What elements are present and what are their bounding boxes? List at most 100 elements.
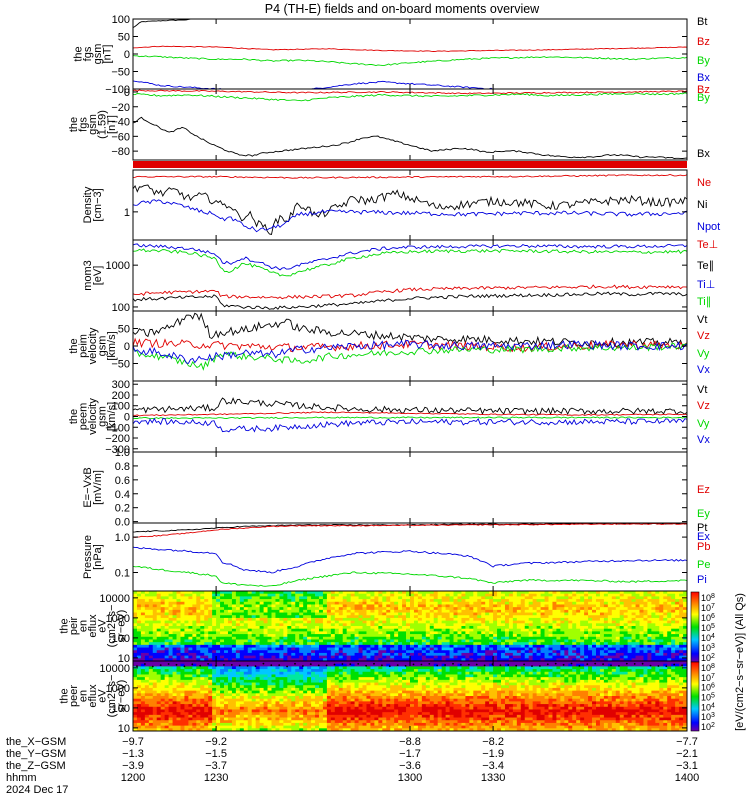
heat-cell [243, 706, 249, 710]
heat-cell [603, 636, 609, 640]
heat-cell [441, 650, 447, 654]
heat-cell [192, 674, 197, 678]
heat-cell [350, 623, 355, 627]
heat-cell [350, 591, 355, 595]
heat-cell [548, 615, 553, 619]
legend-Npot: Npot [697, 221, 720, 233]
heat-cell [192, 620, 197, 624]
series-line-Ti∥ [133, 248, 687, 277]
heat-cell [560, 609, 565, 613]
heat-cell [279, 661, 284, 665]
heat-cell [465, 591, 470, 595]
heat-cell [588, 607, 593, 611]
heat-cell [512, 639, 518, 643]
heat-cell [402, 647, 407, 651]
heat-cell [342, 604, 348, 608]
heat-cell [243, 599, 249, 603]
heat-cell [271, 647, 276, 651]
heat-cell [136, 626, 142, 630]
heat-cell [584, 642, 589, 646]
heat-cell [453, 658, 458, 662]
heat-cell [267, 685, 272, 689]
heat-cell [445, 601, 450, 605]
y-axis-label-line: fgs [82, 46, 94, 61]
heat-cell [647, 655, 652, 659]
heat-cell [299, 636, 304, 640]
heat-cell [457, 636, 462, 640]
heat-cell [267, 617, 272, 622]
heat-cell [584, 607, 589, 611]
heat-cell [295, 642, 300, 646]
heat-cell [192, 701, 197, 705]
heat-cell [318, 609, 324, 613]
heat-cell [279, 709, 284, 713]
heat-cell [619, 626, 625, 630]
heat-cell [303, 636, 308, 640]
heat-cell [152, 634, 158, 638]
heat-cell [580, 628, 585, 632]
heat-cell [504, 601, 510, 605]
heat-cell [477, 658, 482, 662]
heat-cell [425, 596, 431, 600]
heat-cell [560, 626, 565, 630]
heat-cell [208, 636, 213, 640]
heat-cell [160, 601, 166, 605]
heat-cell [152, 685, 158, 689]
heat-cell [651, 655, 656, 659]
heat-cell [172, 607, 177, 611]
heat-cell [192, 661, 197, 665]
heat-cell [326, 615, 332, 619]
heat-cell [504, 655, 510, 659]
heat-cell [619, 634, 625, 638]
heat-cell [231, 634, 237, 638]
heat-cell [631, 636, 636, 640]
heat-cell [204, 690, 209, 694]
heat-cell [402, 642, 407, 646]
heat-cell [659, 626, 664, 630]
heat-cell [235, 663, 241, 667]
heat-cell [176, 685, 181, 689]
heat-cell [208, 655, 213, 659]
heat-cell [516, 617, 522, 622]
heat-cell [271, 669, 276, 673]
heat-cell [334, 642, 340, 646]
heat-cell [663, 650, 668, 654]
heat-cell [560, 601, 565, 605]
heat-cell [607, 642, 613, 646]
heat-cell [136, 714, 142, 718]
heat-cell [449, 593, 454, 597]
heat-cell [326, 596, 332, 600]
heat-cell [160, 698, 166, 702]
heat-cell [251, 644, 257, 648]
heat-cell [457, 634, 462, 638]
heat-cell [251, 706, 257, 710]
heat-cell [540, 591, 545, 595]
heat-cell [148, 658, 154, 662]
heat-cell [140, 704, 146, 708]
heat-cell [231, 720, 237, 724]
heat-cell [599, 642, 605, 646]
heat-cell [528, 620, 534, 624]
heat-cell [437, 591, 443, 595]
heat-cell [148, 701, 154, 705]
heat-cell [243, 687, 249, 692]
heat-cell [457, 612, 462, 616]
heat-cell [176, 669, 181, 673]
heat-cell [184, 639, 189, 643]
heat-cell [639, 639, 644, 643]
legend-Te⊥: Te⊥ [697, 239, 718, 251]
heat-cell [231, 591, 237, 595]
heat-cell [671, 612, 676, 616]
heat-cell [326, 642, 332, 646]
heat-cell [671, 623, 676, 627]
heat-cell [417, 615, 423, 619]
heat-cell [453, 652, 458, 657]
heat-cell [318, 615, 324, 619]
heat-cell [465, 596, 470, 600]
heat-cell [283, 690, 288, 694]
heat-cell [287, 720, 292, 724]
heat-cell [457, 639, 462, 643]
heat-cell [671, 652, 676, 657]
heat-cell [168, 712, 173, 716]
heat-cell [366, 620, 371, 624]
